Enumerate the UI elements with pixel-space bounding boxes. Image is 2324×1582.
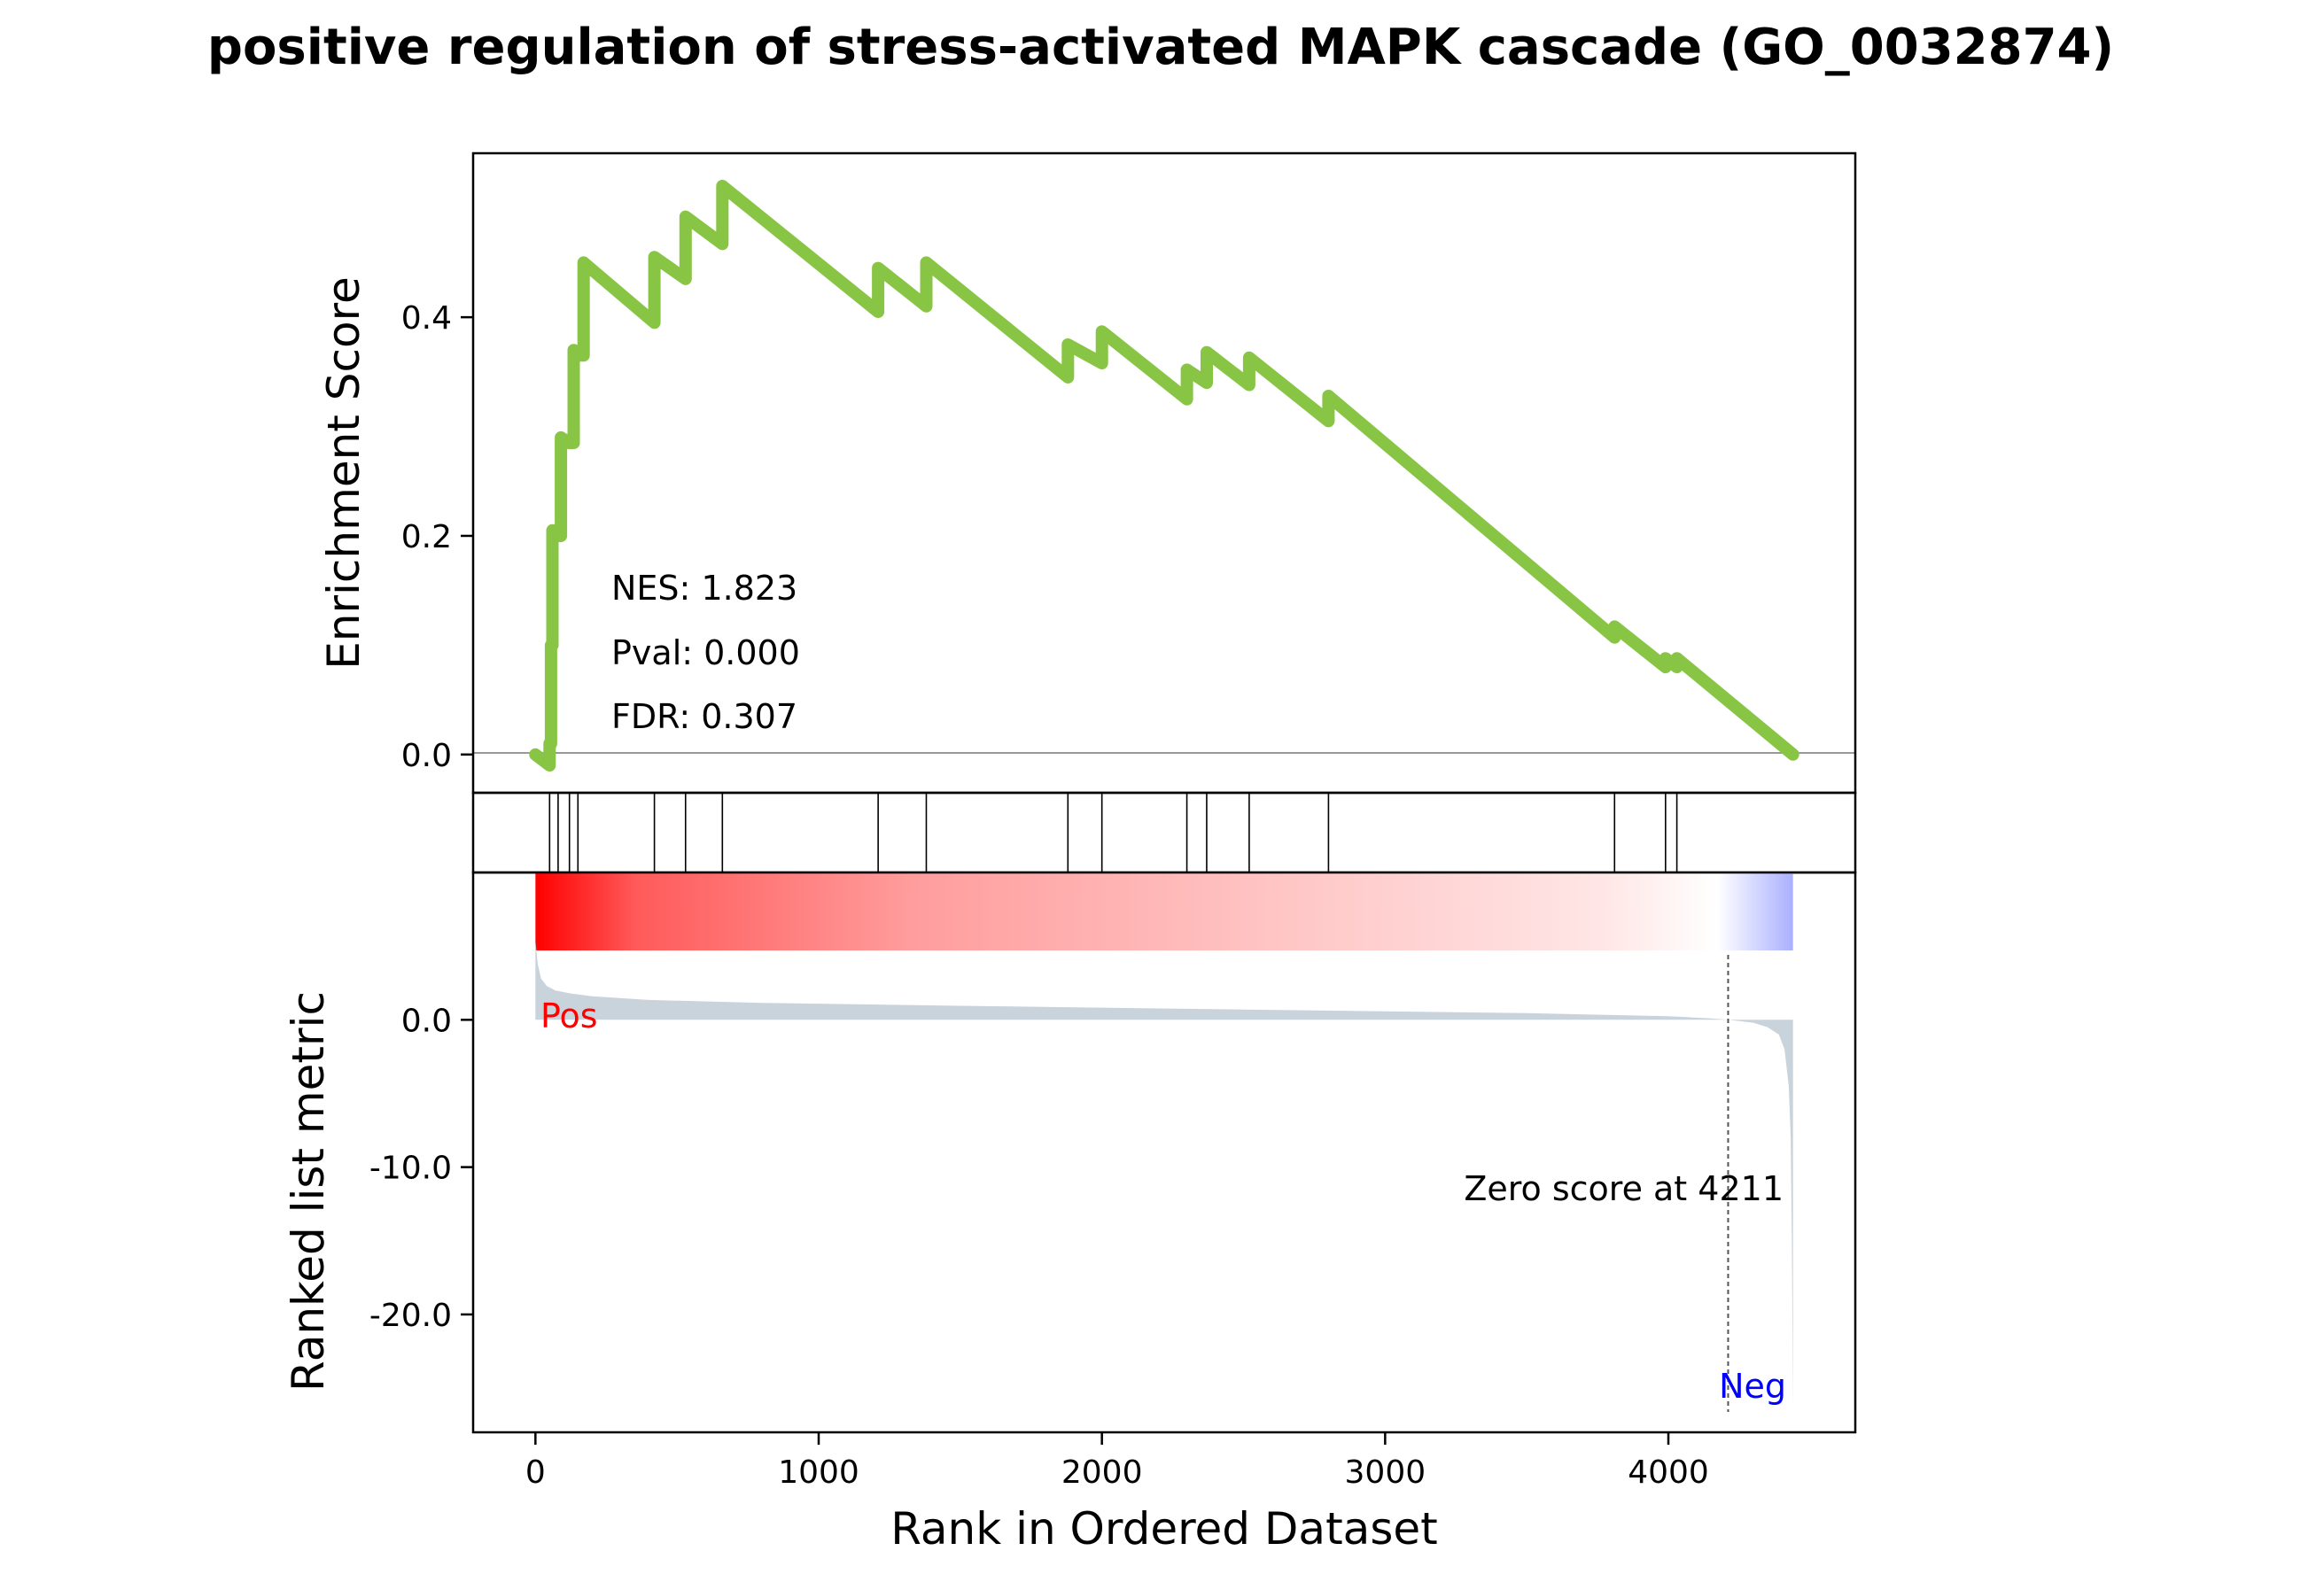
metric-y-axis: 0.0 -10.0 -20.0	[369, 1003, 473, 1334]
fdr-stat: FDR: 0.307	[611, 697, 797, 736]
metric-y-tick-label: -20.0	[369, 1298, 452, 1334]
metric-y-tick-label: 0.0	[401, 1003, 452, 1039]
metric-panel-frame	[471, 871, 1857, 1434]
metric-panel: Zero score at 4211 Pos Neg 0.0 -10.0 -20.0…	[283, 871, 1857, 1434]
x-tick-label: 1000	[778, 1454, 859, 1491]
x-tick-label: 2000	[1061, 1454, 1143, 1491]
enrichment-panel: 0.0 0.2 0.4 Enrichment Score NES: 1.823 Pv…	[318, 151, 1857, 795]
x-tick-label: 3000	[1345, 1454, 1426, 1491]
metric-y-tick-label: -10.0	[369, 1151, 452, 1187]
x-axis: 0 1000 2000 3000 4000	[525, 1432, 1709, 1491]
zero-score-label: Zero score at 4211	[1464, 1169, 1784, 1208]
metric-y-axis-label: Ranked list metric	[283, 991, 334, 1392]
x-tick-label: 4000	[1628, 1454, 1709, 1491]
x-tick-label: 0	[525, 1454, 546, 1491]
hits-panel	[471, 791, 1857, 874]
rank-color-bar	[535, 872, 1793, 950]
enrichment-score-line	[529, 180, 1799, 772]
x-axis-label: Rank in Ordered Dataset	[890, 1503, 1437, 1555]
es-y-tick-label: 0.4	[401, 300, 452, 337]
pval-stat: Pval: 0.000	[611, 633, 800, 672]
es-y-axis-label: Enrichment Score	[318, 276, 369, 670]
neg-label: Neg	[1719, 1367, 1786, 1406]
chart-title: positive regulation of stress-activated …	[207, 19, 2114, 76]
pos-label: Pos	[540, 997, 598, 1035]
hits-panel-frame	[471, 791, 1857, 874]
es-y-tick-label: 0.2	[401, 519, 452, 555]
hit-lines	[548, 793, 1678, 872]
es-y-tick-label: 0.0	[401, 738, 452, 774]
es-y-axis: 0.0 0.2 0.4	[401, 300, 473, 774]
nes-stat: NES: 1.823	[611, 569, 797, 608]
